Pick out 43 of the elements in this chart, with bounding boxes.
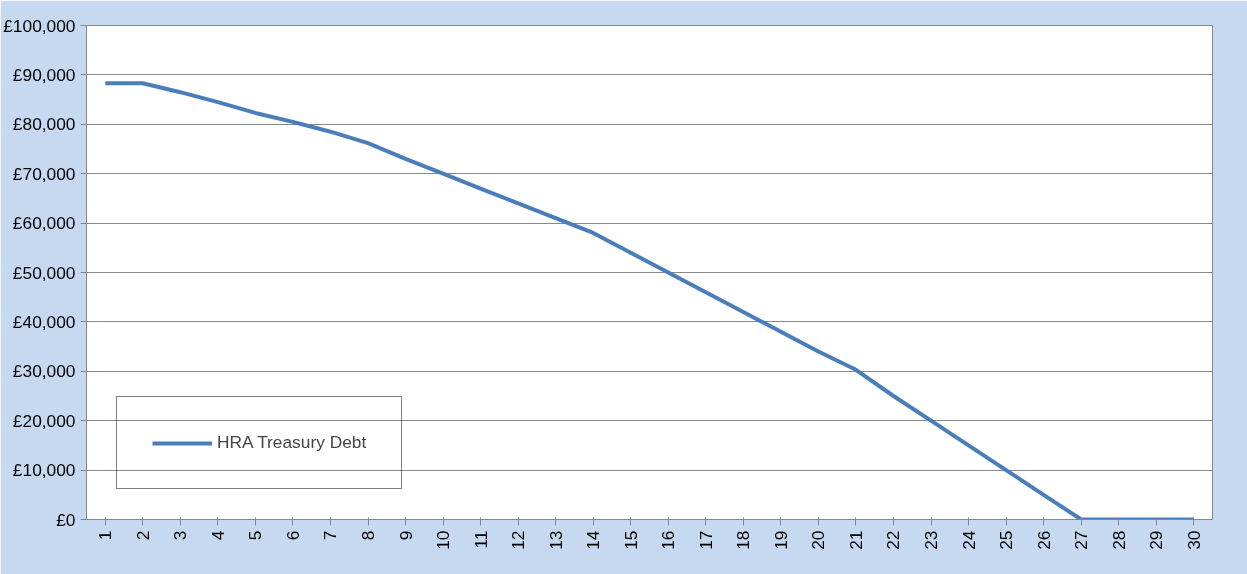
y-tick-label: £70,000 <box>12 163 76 184</box>
x-tick-label: 30 <box>1183 530 1204 550</box>
x-tick-label: 13 <box>545 530 566 550</box>
y-tick-label: £80,000 <box>12 114 76 135</box>
x-tick-label: 16 <box>658 530 679 550</box>
x-tick-label: 6 <box>282 530 303 541</box>
x-tick-label: 5 <box>245 530 266 541</box>
x-tick-label: 11 <box>470 530 491 549</box>
x-tick-label: 21 <box>845 530 866 550</box>
y-tick-label: £0 <box>56 509 76 530</box>
x-tick-label: 1 <box>95 530 116 541</box>
x-tick-label: 4 <box>207 530 228 541</box>
x-tick-label: 12 <box>508 530 529 550</box>
y-tick-label: £50,000 <box>12 262 76 283</box>
x-tick-label: 24 <box>958 530 979 550</box>
y-tick-label: £60,000 <box>12 213 76 234</box>
x-tick-label: 18 <box>733 530 754 550</box>
x-tick-label: 23 <box>921 530 941 550</box>
x-tick-label: 20 <box>808 530 829 550</box>
x-tick-label: 19 <box>770 530 791 550</box>
x-tick-label: 27 <box>1071 530 1092 550</box>
x-tick-label: 22 <box>883 530 904 550</box>
x-tick-label: 3 <box>170 530 191 541</box>
line-series <box>103 81 1196 520</box>
x-tick-label: 10 <box>433 530 454 550</box>
x-tick-label: 28 <box>1108 530 1129 550</box>
x-tick-label: 8 <box>358 530 378 541</box>
x-tick-label: 29 <box>1146 530 1167 550</box>
x-tick-label: 2 <box>132 530 153 541</box>
y-tick-label: £100,000 <box>3 15 76 36</box>
y-tick-label: £10,000 <box>12 460 76 481</box>
legend-label: HRA Treasury Debt <box>217 432 367 453</box>
y-tick-label: £20,000 <box>12 410 76 431</box>
x-tick-label: 25 <box>996 530 1017 550</box>
x-tick-label: 15 <box>620 530 641 550</box>
x-tick-label: 26 <box>1033 530 1054 550</box>
y-tick-label: £30,000 <box>12 361 76 382</box>
x-tick-label: 17 <box>695 530 716 550</box>
y-tick-label: £40,000 <box>12 311 76 332</box>
x-tick-label: 7 <box>320 530 341 541</box>
y-tick-label: £90,000 <box>12 64 76 85</box>
x-tick-label: 9 <box>395 530 416 541</box>
x-tick-label: 14 <box>583 530 604 550</box>
